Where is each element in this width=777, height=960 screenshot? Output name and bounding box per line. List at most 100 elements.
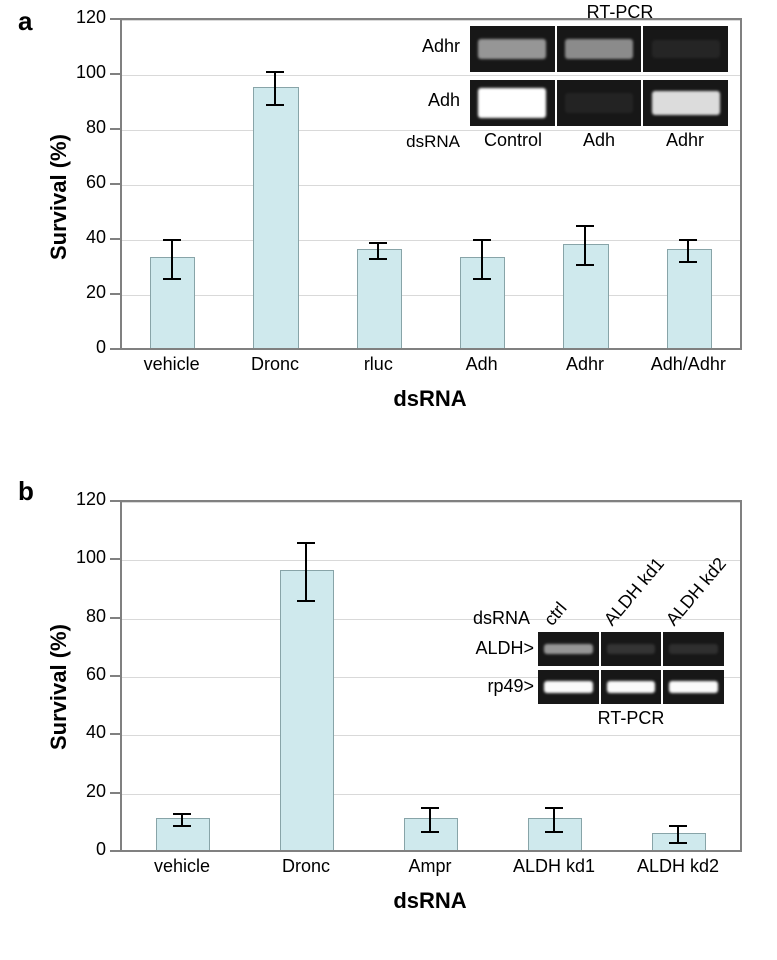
inset-a-col-label: Control (470, 130, 556, 151)
ytick (110, 733, 120, 735)
inset-a-gel-adhr (470, 26, 728, 72)
gel-lane (470, 80, 555, 126)
ytick-label: 40 (16, 227, 106, 248)
inset-a-gel-adh (470, 80, 728, 126)
gel-lane (661, 670, 724, 704)
ytick (110, 73, 120, 75)
ytick-label: 60 (16, 172, 106, 193)
bar (280, 570, 334, 852)
xtick-label: Dronc (223, 354, 326, 375)
inset-b-gel-rp49 (538, 670, 724, 704)
panel-b-yticks: 020406080100120 (0, 500, 120, 850)
inset-b-row-rp49: rp49> (440, 676, 534, 697)
ytick-label: 80 (16, 117, 106, 138)
ytick (110, 238, 120, 240)
panel-a-yticks: 020406080100120 (0, 18, 120, 348)
ytick (110, 18, 120, 20)
ytick-label: 120 (16, 7, 106, 28)
panel-b-axis-left (120, 502, 122, 852)
ytick (110, 128, 120, 130)
gel-lane (641, 26, 728, 72)
panel-b-inset: ctrl ALDH kd1 ALDH kd2 dsRNA ALDH> rp49>… (450, 560, 730, 760)
ytick-label: 20 (16, 781, 106, 802)
inset-a-dsrna-label: dsRNA (390, 132, 460, 152)
gridline (120, 295, 740, 296)
ytick (110, 850, 120, 852)
gel-band (565, 39, 633, 58)
inset-a-col-label: Adhr (642, 130, 728, 151)
ytick-label: 40 (16, 722, 106, 743)
xtick-label: rluc (327, 354, 430, 375)
gel-lane (661, 632, 724, 666)
ytick (110, 792, 120, 794)
inset-b-dsrna-label: dsRNA (440, 608, 530, 629)
xtick-label: ALDH kd1 (492, 856, 616, 877)
xtick-label: Adhr (533, 354, 636, 375)
panel-b: b Survival (%) 020406080100120 vehicleDr… (0, 470, 777, 960)
inset-b-row-aldh: ALDH> (440, 638, 534, 659)
xtick-label: vehicle (120, 856, 244, 877)
inset-b-bottom-label: RT-PCR (538, 708, 724, 729)
gel-band (565, 93, 633, 112)
inset-b-row-rp49-arrow: > (523, 676, 534, 696)
panel-a-axis-left (120, 20, 122, 350)
ytick-label: 60 (16, 664, 106, 685)
inset-b-row-aldh-text: ALDH (475, 638, 523, 658)
ytick (110, 293, 120, 295)
gel-lane (538, 632, 599, 666)
panel-a: a Survival (%) 020406080100120 vehicleDr… (0, 0, 777, 470)
inset-a-title: RT-PCR (530, 2, 710, 23)
inset-b-col-kd1: ALDH kd1 (600, 554, 669, 630)
ytick (110, 617, 120, 619)
gel-band (652, 91, 720, 114)
inset-b-col-ctrl: ctrl (540, 598, 572, 630)
panel-a-inset: RT-PCR Adhr Adh dsRNA ControlAdhAdhr (400, 4, 730, 174)
ytick (110, 183, 120, 185)
gel-band (669, 644, 718, 655)
gel-lane (538, 670, 599, 704)
xtick-label: vehicle (120, 354, 223, 375)
ytick (110, 500, 120, 502)
ytick-label: 80 (16, 606, 106, 627)
gel-lane (599, 632, 662, 666)
inset-a-col-label: Adh (556, 130, 642, 151)
ytick-label: 120 (16, 489, 106, 510)
xtick-label: Adh (430, 354, 533, 375)
ytick (110, 675, 120, 677)
gridline (120, 794, 740, 795)
bar (253, 87, 298, 350)
gel-lane (599, 670, 662, 704)
xtick-label: ALDH kd2 (616, 856, 740, 877)
gel-band (669, 681, 718, 692)
gel-lane (555, 26, 642, 72)
inset-a-row-label-adhr: Adhr (390, 36, 460, 57)
ytick-label: 20 (16, 282, 106, 303)
gel-lane (470, 26, 555, 72)
gridline (120, 502, 740, 503)
inset-b-row-rp49-text: rp49 (487, 676, 523, 696)
gel-lane (641, 80, 728, 126)
ytick (110, 558, 120, 560)
xtick-label: Dronc (244, 856, 368, 877)
gel-lane (555, 80, 642, 126)
panel-b-axis-bottom (120, 850, 740, 852)
gel-band (544, 681, 593, 692)
ytick-label: 0 (16, 337, 106, 358)
inset-b-col-labels: ctrl ALDH kd1 ALDH kd2 (538, 560, 724, 630)
ytick-label: 100 (16, 62, 106, 83)
panel-b-xticks: vehicleDroncAmprALDH kd1ALDH kd2 (120, 854, 740, 884)
ytick-label: 0 (16, 839, 106, 860)
xtick-label: Ampr (368, 856, 492, 877)
gel-band (607, 644, 656, 655)
inset-b-row-aldh-arrow: > (523, 638, 534, 658)
gel-band (478, 88, 546, 119)
page: { "panel_a": { "label": "a", "label_font… (0, 0, 777, 957)
xtick-label: Adh/Adhr (637, 354, 740, 375)
panel-a-xticks: vehicleDroncrlucAdhAdhrAdh/Adhr (120, 352, 740, 382)
inset-a-row-label-adh: Adh (390, 90, 460, 111)
inset-a-col-labels: ControlAdhAdhr (470, 130, 728, 154)
ytick-label: 100 (16, 547, 106, 568)
gridline (120, 185, 740, 186)
gel-band (544, 644, 593, 655)
gel-band (607, 681, 656, 692)
